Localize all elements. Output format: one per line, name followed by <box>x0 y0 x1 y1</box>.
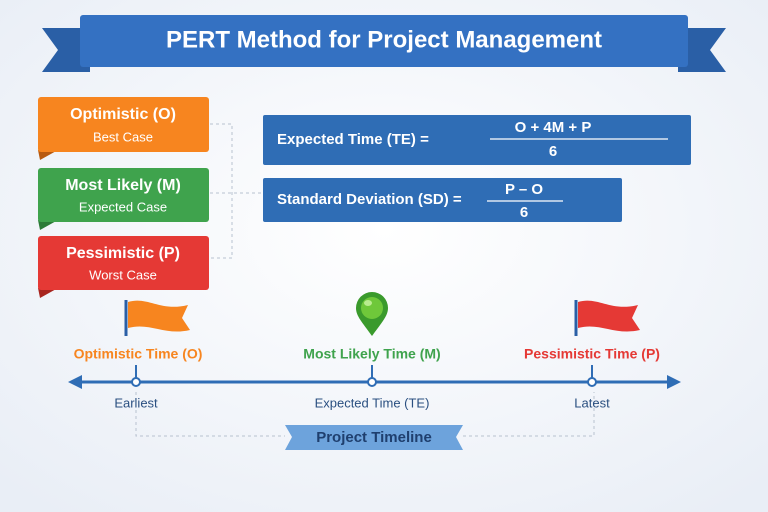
marker-label: Optimistic Time (O) <box>74 346 203 362</box>
flag-pessimistic <box>574 300 640 336</box>
estimate-label: Most Likely (M) <box>65 177 181 194</box>
formula-label: Standard Deviation (SD) = <box>277 191 462 208</box>
timeline <box>68 365 681 389</box>
flag-optimistic <box>124 300 190 336</box>
marker-sub: Earliest <box>114 395 158 410</box>
formula-denominator: 6 <box>520 204 528 221</box>
marker-label: Most Likely Time (M) <box>303 346 440 362</box>
title-ribbon: PERT Method for Project Management <box>42 15 726 72</box>
timeline-caption: Project Timeline <box>285 425 463 450</box>
estimate-most-likely: Most Likely (M) Expected Case <box>38 168 209 230</box>
marker-sub: Expected Time (TE) <box>315 395 430 410</box>
marker-label: Pessimistic Time (P) <box>524 346 660 362</box>
formula-numerator: O + 4M + P <box>515 119 592 136</box>
formula-expected-time: Expected Time (TE) = O + 4M + P 6 <box>263 115 691 165</box>
estimate-label: Optimistic (O) <box>70 106 176 123</box>
formula-standard-deviation: Standard Deviation (SD) = P – O 6 <box>263 178 622 222</box>
formula-label: Expected Time (TE) = <box>277 131 429 148</box>
estimate-sub: Worst Case <box>89 267 157 282</box>
estimate-pessimistic: Pessimistic (P) Worst Case <box>38 236 209 298</box>
connectors <box>135 123 595 437</box>
caption: Project Timeline <box>316 429 432 446</box>
formula-numerator: P – O <box>505 181 543 198</box>
estimate-optimistic: Optimistic (O) Best Case <box>38 97 209 160</box>
formula-denominator: 6 <box>549 143 557 160</box>
estimate-sub: Best Case <box>93 129 153 144</box>
estimate-sub: Expected Case <box>79 199 167 214</box>
marker-sub: Latest <box>574 395 610 410</box>
title: PERT Method for Project Management <box>166 26 602 53</box>
estimate-label: Pessimistic (P) <box>66 245 180 262</box>
pin-most-likely <box>356 292 388 336</box>
